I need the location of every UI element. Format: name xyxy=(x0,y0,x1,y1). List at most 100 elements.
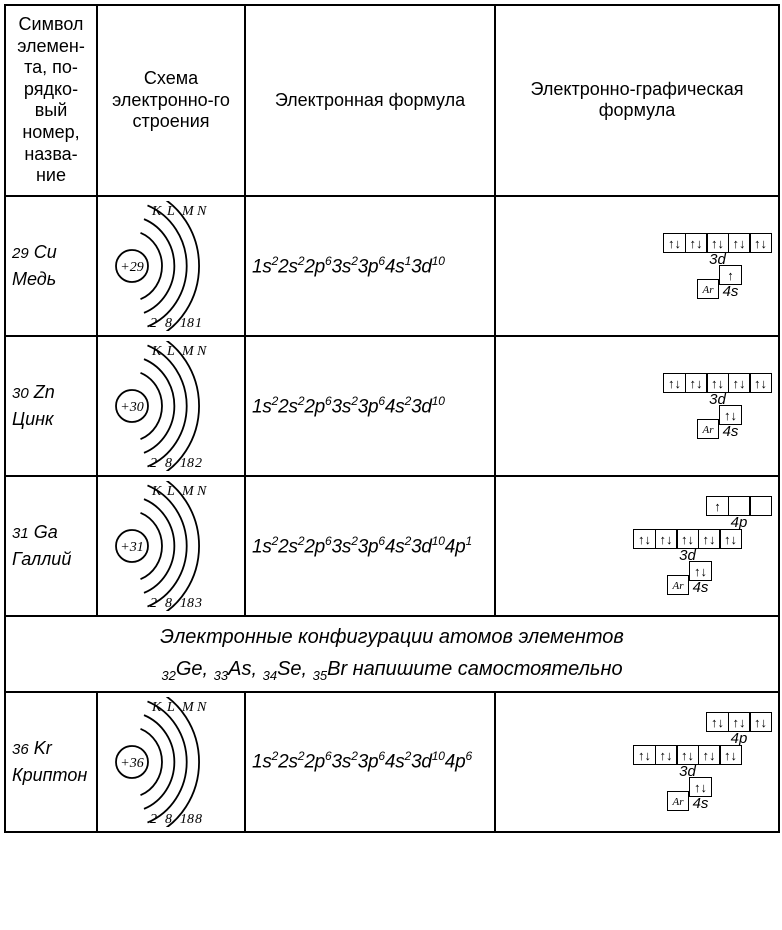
element-symbol: Kr xyxy=(34,738,52,758)
element-symbol: Ga xyxy=(34,522,58,542)
orbital-cell: ↑↓↑↓↑↓↑↓↑↓ 3d Ar ↑↓ 4s xyxy=(495,336,779,476)
element-row: 30 Zn Цинк +30 KLMN28182 1s22s22p63s23p6… xyxy=(5,336,779,476)
svg-text:N: N xyxy=(196,344,207,359)
note-row: Электронные конфигурации атомов элементо… xyxy=(5,616,779,692)
svg-text:8: 8 xyxy=(195,812,202,827)
orbital-box: ↑↓ xyxy=(719,745,742,765)
svg-text:18: 18 xyxy=(180,456,194,471)
orbital-box: ↑↓ xyxy=(685,233,708,253)
svg-text:18: 18 xyxy=(180,316,194,331)
header-formula: Электронная формула xyxy=(245,5,495,196)
orbital-box: ↑↓ xyxy=(749,712,772,732)
symbol-cell: 31 Ga Галлий xyxy=(5,476,97,616)
sublevel-label-4s: 4s xyxy=(719,425,742,439)
svg-text:L: L xyxy=(166,204,175,219)
element-symbol: Zn xyxy=(34,382,55,402)
svg-text:K: K xyxy=(151,344,162,359)
svg-text:N: N xyxy=(196,484,207,499)
orbital-box: ↑↓ xyxy=(728,233,751,253)
orbital-box: ↑↓ xyxy=(633,745,656,765)
orbital-box: ↑ xyxy=(719,265,742,285)
atomic-number: 30 xyxy=(12,385,29,402)
shell-diagram-icon: +29 KLMN28181 xyxy=(104,201,244,331)
svg-text:K: K xyxy=(151,484,162,499)
orbital-box: ↑↓ xyxy=(698,745,721,765)
orbital-box: ↑↓ xyxy=(719,405,742,425)
element-row: 29 Cu Медь +29 KLMN28181 1s22s22p63s23p6… xyxy=(5,196,779,336)
svg-text:+31: +31 xyxy=(120,540,143,555)
svg-text:3: 3 xyxy=(194,596,202,611)
header-symbol: Символ элемен-та, по-рядко-вый номер, на… xyxy=(5,5,97,196)
orbital-box: ↑↓ xyxy=(676,529,699,549)
argon-core-box: Ar xyxy=(667,575,689,595)
orbital-box: ↑↓ xyxy=(663,373,686,393)
orbital-box: ↑↓ xyxy=(706,373,729,393)
orbital-box: ↑↓ xyxy=(655,745,678,765)
svg-text:+30: +30 xyxy=(120,400,143,415)
element-row: 31 Ga Галлий +31 KLMN 28 183 1s22s22p63s23… xyxy=(5,476,779,616)
svg-text:K: K xyxy=(151,204,162,219)
svg-text:M: M xyxy=(181,484,195,499)
svg-text:18: 18 xyxy=(180,596,194,611)
svg-text:M: M xyxy=(181,700,195,715)
element-row: 36 Kr Криптон +36 KLMN28188 1s22s22p63s2… xyxy=(5,692,779,832)
svg-text:2: 2 xyxy=(195,456,202,471)
orbital-box: ↑↓ xyxy=(676,745,699,765)
svg-text:+36: +36 xyxy=(120,756,143,771)
symbol-cell: 30 Zn Цинк xyxy=(5,336,97,476)
formula-cell: 1s22s22p63s23p64s23d10 xyxy=(245,336,495,476)
orbital-box: ↑↓ xyxy=(728,373,751,393)
svg-text:1: 1 xyxy=(195,316,202,331)
svg-text:N: N xyxy=(196,700,207,715)
orbital-box: ↑ xyxy=(706,496,729,516)
orbital-box: ↑↓ xyxy=(749,373,772,393)
shell-diagram-icon: +30 KLMN28182 xyxy=(104,341,244,471)
header-graphic: Электронно-графическая формула xyxy=(495,5,779,196)
orbital-box: ↑↓ xyxy=(633,529,656,549)
svg-text:+29: +29 xyxy=(120,260,143,275)
symbol-cell: 36 Kr Криптон xyxy=(5,692,97,832)
element-symbol: Cu xyxy=(34,242,57,262)
orbital-cell: ↑↓↑↓↑↓↑↓↑↓ 3d Ar ↑ 4s xyxy=(495,196,779,336)
sublevel-label-4s: 4s xyxy=(689,581,712,595)
orbital-box: ↑↓ xyxy=(689,777,712,797)
svg-text:2: 2 xyxy=(150,812,157,827)
svg-text:N: N xyxy=(196,204,207,219)
orbital-cell: ↑ 4p ↑↓↑↓↑↓↑↓↑↓ 3d Ar ↑↓ 4s xyxy=(495,476,779,616)
svg-text:8: 8 xyxy=(165,812,172,827)
orbital-box: ↑↓ xyxy=(749,233,772,253)
argon-core-box: Ar xyxy=(697,279,719,299)
orbital-box: ↑↓ xyxy=(706,712,729,732)
formula-cell: 1s22s22p63s23p64s23d104p1 xyxy=(245,476,495,616)
svg-text:2: 2 xyxy=(150,316,157,331)
orbital-box: ↑↓ xyxy=(663,233,686,253)
shell-diagram-icon: +36 KLMN28188 xyxy=(104,697,244,827)
orbital-box: ↑↓ xyxy=(719,529,742,549)
sublevel-label-4s: 4s xyxy=(689,797,712,811)
svg-text:8: 8 xyxy=(165,316,172,331)
orbital-box: ↑↓ xyxy=(728,712,751,732)
note-text: Электронные конфигурации атомов элементо… xyxy=(5,616,779,692)
orbital-box: ↑↓ xyxy=(706,233,729,253)
orbital-box: ↑↓ xyxy=(685,373,708,393)
sublevel-label-4s: 4s xyxy=(719,285,742,299)
orbital-box xyxy=(749,496,772,516)
shell-diagram-icon: +31 KLMN 28 183 xyxy=(104,481,244,611)
element-name: Цинк xyxy=(12,408,90,431)
atomic-number: 36 xyxy=(12,741,29,758)
svg-text:L: L xyxy=(166,484,175,499)
atomic-number: 31 xyxy=(12,525,29,542)
formula-cell: 1s22s22p63s23p64s13d10 xyxy=(245,196,495,336)
svg-text:L: L xyxy=(166,344,175,359)
header-scheme: Схема электронно-го строения xyxy=(97,5,245,196)
svg-text:8: 8 xyxy=(165,456,172,471)
orbital-cell: ↑↓↑↓↑↓ 4p ↑↓↑↓↑↓↑↓↑↓ 3d Ar ↑↓ 4s xyxy=(495,692,779,832)
orbital-box: ↑↓ xyxy=(689,561,712,581)
argon-core-box: Ar xyxy=(667,791,689,811)
svg-text:2: 2 xyxy=(150,596,157,611)
svg-text:L: L xyxy=(166,700,175,715)
shell-cell: +36 KLMN28188 xyxy=(97,692,245,832)
svg-text:M: M xyxy=(181,344,195,359)
element-name: Криптон xyxy=(12,764,90,787)
svg-text:8: 8 xyxy=(165,596,172,611)
